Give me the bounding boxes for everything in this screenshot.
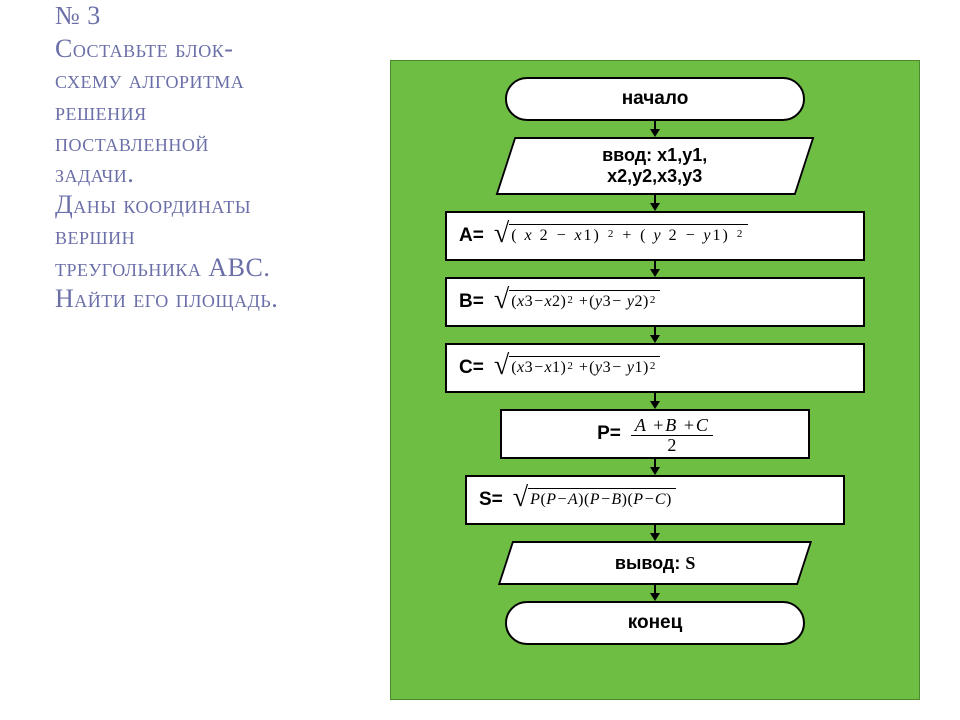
title-line-9: треугольника АВС.	[55, 252, 415, 283]
frac-den: 2	[663, 436, 680, 455]
lhs-S: S=	[479, 489, 503, 511]
input-text: ввод: x1,y1, x2,y2,x3,y3	[602, 145, 707, 186]
title-line-5: поставленной	[55, 127, 415, 158]
node-end: конец	[505, 601, 805, 645]
title-line-4: решения	[55, 96, 415, 127]
title-line-7: Даны координаты	[55, 189, 415, 220]
sqrt-icon: √ P(P−A)(P−B)(P−C)	[513, 485, 676, 515]
formula-A: √ ( x 2 − x1) 2 + ( y 2 − y1) 2	[494, 221, 749, 251]
input-line-2: x2,y2,x3,y3	[602, 166, 707, 187]
arrow-5	[650, 393, 660, 409]
formula-S: √ P(P−A)(P−B)(P−C)	[513, 485, 676, 515]
arrow-4	[650, 327, 660, 343]
radicand-A: ( x 2 − x1) 2 + ( y 2 − y1) 2	[509, 224, 748, 246]
title-line-8: вершин	[55, 220, 415, 251]
title-line-1: № 3	[55, 0, 415, 31]
output-prefix: вывод:	[615, 553, 685, 573]
node-process-P: P= A +B +C 2	[500, 409, 810, 459]
arrow-7	[650, 525, 660, 541]
title-line-10: Найти его площадь.	[55, 283, 415, 314]
node-start: начало	[505, 77, 805, 121]
sqrt-icon: √ (x3−x1)2 +(y3− y1)2	[494, 353, 660, 383]
node-process-A: A= √ ( x 2 − x1) 2 + ( y 2 − y1) 2	[445, 211, 865, 261]
formula-P: A +B +C 2	[631, 415, 713, 454]
lhs-B: B=	[459, 291, 484, 313]
page: № 3 Составьте блок- схему алгоритма реше…	[0, 0, 960, 720]
output-text: вывод: S	[615, 553, 695, 574]
fraction-icon: A +B +C 2	[631, 416, 713, 455]
arrow-1	[650, 121, 660, 137]
node-process-B: B= √ (x3−x2)2 +(y3− y2)2	[445, 277, 865, 327]
end-label: конец	[628, 612, 683, 634]
radicand-B: (x3−x2)2 +(y3− y2)2	[509, 290, 660, 312]
arrow-2	[650, 195, 660, 211]
node-output: вывод: S	[498, 541, 812, 585]
sqrt-icon: √ (x3−x2)2 +(y3− y2)2	[494, 287, 660, 317]
radicand-C: (x3−x1)2 +(y3− y1)2	[509, 356, 660, 378]
start-label: начало	[622, 88, 689, 110]
formula-C: √ (x3−x1)2 +(y3− y1)2	[494, 353, 660, 383]
arrow-6	[650, 459, 660, 475]
lhs-P: P=	[597, 423, 621, 445]
frac-num: A +B +C	[631, 416, 713, 436]
title-line-3: схему алгоритма	[55, 64, 415, 95]
lhs-C: C=	[459, 357, 484, 379]
lhs-A: A=	[459, 225, 484, 247]
output-var: S	[685, 553, 695, 573]
flowchart-panel: начало ввод: x1,y1, x2,y2,x3,y3 A= √ ( x…	[390, 60, 920, 700]
title-line-2: Составьте блок-	[55, 33, 415, 64]
node-process-S: S= √ P(P−A)(P−B)(P−C)	[465, 475, 845, 525]
arrow-3	[650, 261, 660, 277]
radicand-S: P(P−A)(P−B)(P−C)	[528, 488, 676, 510]
formula-B: √ (x3−x2)2 +(y3− y2)2	[494, 287, 660, 317]
sqrt-icon: √ ( x 2 − x1) 2 + ( y 2 − y1) 2	[494, 221, 749, 251]
input-line-1: ввод: x1,y1,	[602, 145, 707, 166]
node-input: ввод: x1,y1, x2,y2,x3,y3	[496, 137, 815, 195]
arrow-8	[650, 585, 660, 601]
node-process-C: C= √ (x3−x1)2 +(y3− y1)2	[445, 343, 865, 393]
title-line-6: задачи.	[55, 158, 415, 189]
task-title: № 3 Составьте блок- схему алгоритма реше…	[55, 0, 415, 314]
